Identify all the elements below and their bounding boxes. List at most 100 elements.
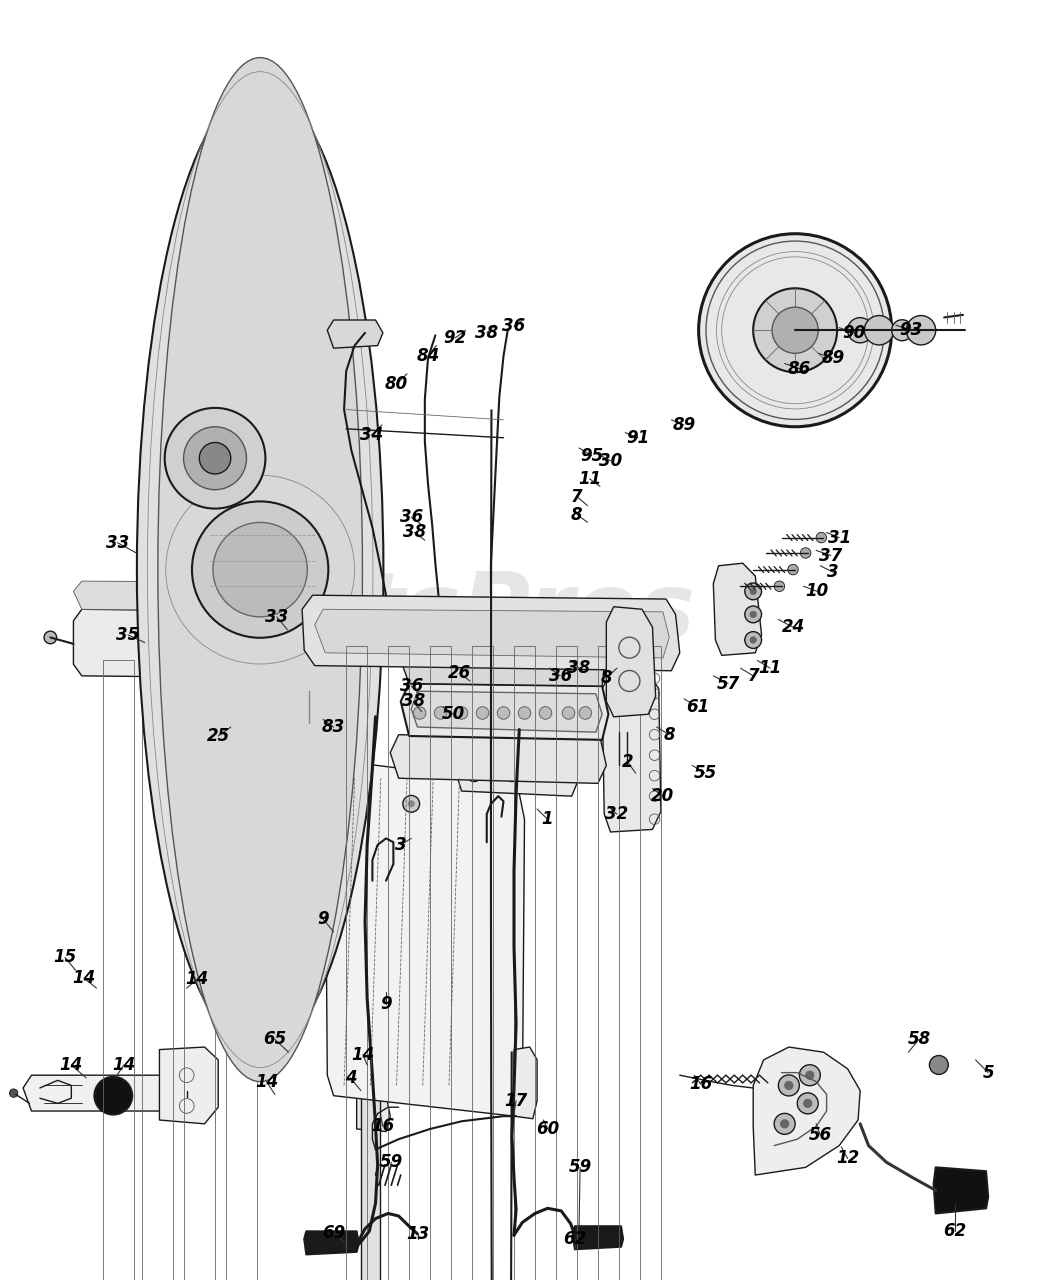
Bar (430, 646, 451, 1280)
Circle shape (579, 707, 592, 719)
Ellipse shape (137, 87, 383, 1053)
Text: 36: 36 (400, 677, 423, 695)
Text: 26: 26 (448, 664, 471, 682)
Bar (346, 646, 367, 1280)
Circle shape (799, 1065, 820, 1085)
Text: 90: 90 (842, 324, 865, 342)
Polygon shape (73, 609, 323, 678)
Text: 80: 80 (385, 375, 408, 393)
Text: 50: 50 (442, 705, 465, 723)
Text: 8: 8 (600, 669, 613, 687)
Text: 10: 10 (806, 582, 829, 600)
Circle shape (466, 764, 483, 782)
Text: 16: 16 (371, 1117, 394, 1135)
Circle shape (864, 316, 894, 344)
Bar (388, 646, 409, 1280)
Polygon shape (390, 735, 606, 783)
Circle shape (518, 707, 531, 719)
Text: 91: 91 (626, 429, 649, 447)
Bar (472, 646, 493, 1280)
Text: 11: 11 (758, 659, 782, 677)
Circle shape (929, 1056, 948, 1074)
Text: 30: 30 (599, 452, 622, 470)
Text: 33: 33 (106, 534, 129, 552)
Text: 14: 14 (60, 1056, 83, 1074)
Text: 36: 36 (400, 508, 423, 526)
Bar (226, 660, 257, 1280)
Circle shape (745, 582, 762, 600)
Text: 38: 38 (402, 692, 425, 710)
Circle shape (816, 532, 827, 543)
Text: 92: 92 (444, 329, 467, 347)
Circle shape (184, 426, 247, 490)
Text: 89: 89 (672, 416, 695, 434)
Circle shape (750, 637, 756, 643)
Circle shape (44, 631, 57, 644)
Circle shape (199, 443, 231, 474)
Text: 8: 8 (663, 726, 676, 744)
Text: 59: 59 (569, 1158, 592, 1176)
Text: 9: 9 (380, 995, 392, 1012)
Circle shape (780, 1120, 789, 1128)
Polygon shape (302, 595, 680, 671)
Text: 95: 95 (580, 447, 603, 465)
Bar (598, 646, 619, 1280)
Text: 60: 60 (536, 1120, 559, 1138)
Circle shape (213, 522, 307, 617)
Text: 38: 38 (403, 524, 426, 541)
Text: 24: 24 (782, 618, 805, 636)
Polygon shape (573, 1226, 623, 1249)
Text: 37: 37 (819, 547, 842, 564)
Text: 38: 38 (568, 659, 591, 677)
Circle shape (403, 795, 420, 813)
Bar (184, 660, 215, 1280)
Text: 57: 57 (716, 675, 740, 692)
Bar (103, 660, 134, 1280)
Bar (142, 660, 173, 1280)
Text: 14: 14 (255, 1073, 278, 1091)
Circle shape (408, 801, 414, 806)
Text: 3: 3 (827, 563, 839, 581)
Text: 35: 35 (116, 626, 140, 644)
Text: 83: 83 (322, 718, 345, 736)
Text: 14: 14 (186, 970, 209, 988)
Polygon shape (296, 627, 330, 762)
Circle shape (778, 1075, 799, 1096)
Polygon shape (514, 1047, 537, 1119)
Text: 55: 55 (693, 764, 716, 782)
Text: 14: 14 (72, 969, 95, 987)
Text: 58: 58 (907, 1030, 930, 1048)
Text: 56: 56 (809, 1126, 832, 1144)
Text: 7: 7 (747, 667, 759, 685)
Polygon shape (602, 673, 661, 832)
Polygon shape (411, 691, 602, 732)
Text: 14: 14 (351, 1046, 374, 1064)
Polygon shape (73, 581, 323, 612)
Circle shape (455, 707, 468, 719)
Text: 9: 9 (317, 910, 329, 928)
Circle shape (192, 502, 328, 637)
Circle shape (413, 707, 426, 719)
Polygon shape (327, 320, 383, 348)
Polygon shape (453, 745, 579, 796)
Circle shape (772, 307, 818, 353)
Circle shape (434, 707, 447, 719)
Text: 36: 36 (502, 317, 526, 335)
Text: 65: 65 (263, 1030, 286, 1048)
Circle shape (476, 707, 489, 719)
Circle shape (94, 1076, 132, 1115)
Circle shape (892, 320, 913, 340)
Bar (556, 646, 577, 1280)
Polygon shape (357, 1092, 390, 1132)
Circle shape (848, 317, 873, 343)
Circle shape (788, 564, 798, 575)
Text: 32: 32 (605, 805, 628, 823)
Text: 16: 16 (689, 1075, 712, 1093)
Circle shape (797, 1093, 818, 1114)
Text: 17: 17 (505, 1092, 528, 1110)
Text: 33: 33 (265, 608, 288, 626)
Text: 61: 61 (686, 698, 709, 716)
Circle shape (906, 316, 936, 344)
Text: 36: 36 (549, 667, 572, 685)
Polygon shape (713, 563, 762, 655)
